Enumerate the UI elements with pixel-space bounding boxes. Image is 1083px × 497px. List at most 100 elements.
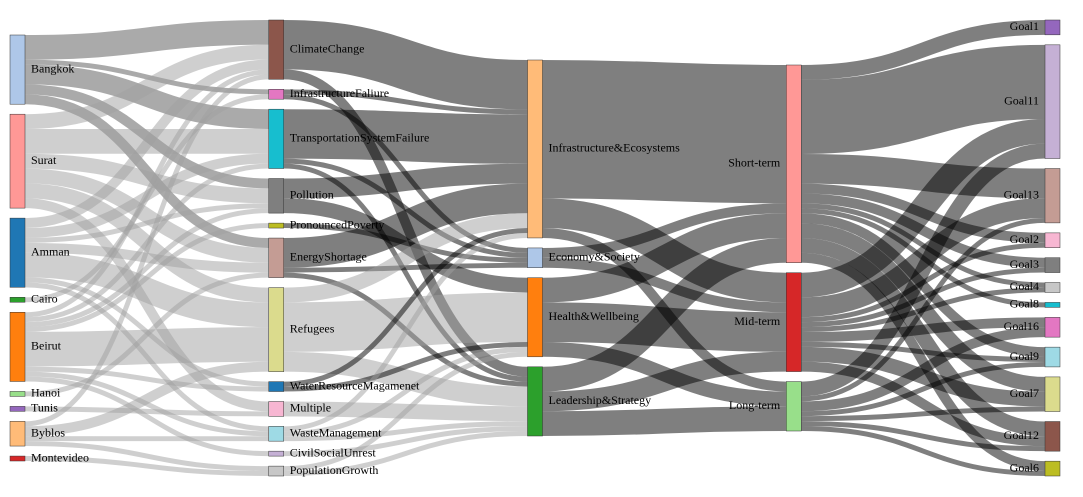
node [527,247,543,268]
node-label: Goal6 [1010,460,1039,474]
link [283,213,528,303]
link [283,232,528,432]
link [542,351,787,412]
node-label: Goal1 [1010,19,1039,33]
node [786,64,802,263]
node-label: WasteManagement [290,426,382,440]
link [24,203,269,243]
link [283,421,528,442]
node-label: Goal9 [1010,349,1039,363]
link [283,20,528,110]
link [24,69,269,318]
link [283,426,528,457]
node-label: Long-term [729,398,781,412]
node-label: Infrastructure&Ecosystems [549,141,681,155]
node [1044,44,1061,159]
link [801,327,1046,412]
node [9,113,26,209]
node-label: Short-term [728,156,781,170]
node-label: Refugees [290,321,335,335]
link [283,183,528,268]
link [800,44,1046,154]
node-label: Goal11 [1004,93,1039,107]
node-label: Goal4 [1010,279,1039,293]
link [283,163,528,382]
link [24,366,269,392]
node [1044,421,1061,452]
link [801,341,1046,362]
node [268,450,284,457]
node [1044,282,1061,293]
node [527,277,543,358]
node-label: Mid-term [734,314,781,328]
link [24,272,269,397]
node [1044,19,1061,36]
link [542,257,787,313]
node [786,381,802,432]
node-label: Goal3 [1010,257,1039,271]
node [1044,346,1061,368]
node-label: PronouncedPoverty [290,217,385,231]
node-label: Bangkok [31,61,74,75]
link [542,213,787,303]
node [268,287,284,372]
node [268,465,284,477]
node [9,455,26,462]
node [268,401,284,417]
node-label: Goal7 [1010,386,1039,400]
node [1044,168,1061,224]
node [1044,232,1061,248]
node-label: CivilSocialUnrest [290,445,377,459]
link [283,346,528,437]
link [801,193,1046,268]
node [1044,460,1061,477]
node [786,272,802,372]
node-label: Cairo [31,292,58,306]
node [9,217,26,288]
node [527,366,543,437]
node-label: Economy&Society [549,250,640,264]
node [9,297,26,303]
link [283,228,528,387]
node-label: Montevideo [31,450,89,464]
node-label: Surat [31,153,57,167]
link [801,361,1046,417]
node [1044,317,1061,338]
node-label: ClimateChange [290,41,365,55]
link [24,153,269,204]
link [24,223,269,333]
link [801,217,1046,402]
link [801,153,1046,199]
node-label: Goal12 [1004,428,1039,442]
node-label: Health&Wellbeing [549,309,639,323]
node-label: Pollution [290,188,334,202]
link [801,237,1046,437]
link [542,60,787,204]
node-label: Goal13 [1004,187,1039,201]
node [268,108,284,169]
node-label: Goal8 [1010,297,1039,311]
node [9,421,26,447]
node [268,426,284,442]
node-label: Byblos [31,425,65,439]
link [800,118,1046,298]
link [800,143,1046,397]
link [801,20,1046,80]
node [268,237,284,278]
node-label: Amman [31,244,70,258]
link [24,441,269,472]
node [1044,376,1061,412]
node-label: Tunis [31,401,58,415]
node [268,19,284,80]
link [801,267,1046,328]
node-label: EnergyShortage [290,250,367,264]
link [24,376,269,457]
link [801,426,1046,477]
link [283,158,528,258]
link [283,109,528,164]
link [24,44,269,130]
node [9,34,26,105]
link [24,168,269,263]
